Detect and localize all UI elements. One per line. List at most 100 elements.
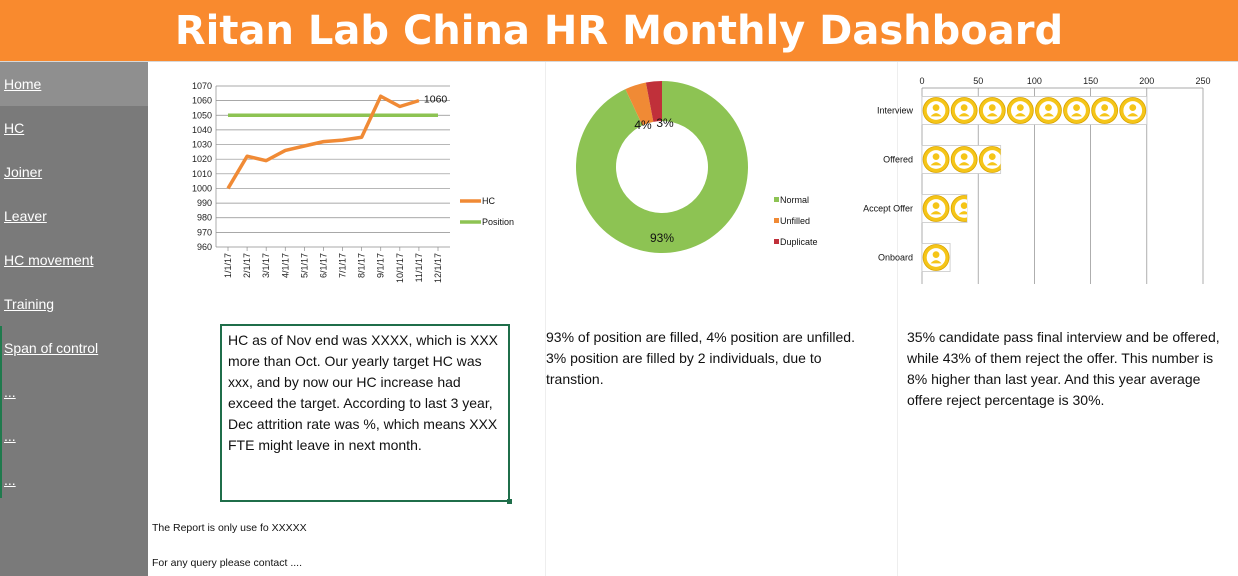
- sidebar-item-label[interactable]: HC: [4, 120, 25, 136]
- person-icon-body: [1127, 113, 1139, 117]
- x-tick-label: 0: [919, 76, 924, 86]
- sidebar-item-label[interactable]: Joiner: [4, 164, 43, 180]
- sidebar-item-joiner[interactable]: Joiner: [0, 150, 148, 194]
- person-icon-head: [1045, 104, 1052, 112]
- x-tick-label: 100: [1027, 76, 1042, 86]
- y-tick-label: 960: [197, 242, 212, 252]
- person-icon-body: [1014, 113, 1026, 117]
- legend-label: Normal: [780, 195, 809, 205]
- sidebar-item-training[interactable]: Training: [0, 282, 148, 326]
- pictogram-row: [922, 244, 950, 271]
- person-icon-head: [988, 104, 996, 112]
- sheet-gridline: [897, 62, 898, 576]
- person-icon-body: [1099, 113, 1111, 117]
- x-tick-label: 7/1/17: [338, 253, 348, 278]
- y-tick-label: Onboard: [878, 253, 913, 263]
- legend-label: Unfilled: [780, 216, 810, 226]
- person-icon-body: [930, 260, 942, 264]
- y-tick-label: 1060: [192, 96, 212, 106]
- bar-offered: [921, 145, 1002, 174]
- bar-accept-offer: [921, 194, 968, 223]
- sidebar-item-hc-movement[interactable]: HC movement: [0, 238, 148, 282]
- donut-slice-normal: [576, 81, 748, 253]
- legend-swatch: [774, 197, 779, 202]
- position-comment: 93% of position are filled, 4% position …: [546, 329, 855, 387]
- person-icon-head: [1129, 104, 1137, 112]
- legend-label: HC: [482, 196, 495, 206]
- person-icon-body: [1042, 113, 1054, 117]
- y-tick-label: 970: [197, 227, 212, 237]
- sidebar-item-label[interactable]: HC movement: [4, 252, 94, 268]
- legend-swatch: [774, 239, 779, 244]
- sidebar-item--[interactable]: ...: [0, 458, 148, 502]
- x-tick-label: 12/1/17: [433, 253, 443, 283]
- x-tick-label: 200: [1139, 76, 1154, 86]
- sidebar-item-span-of-control[interactable]: Span of control: [0, 326, 148, 370]
- x-tick-label: 8/1/17: [357, 253, 367, 278]
- x-tick-label: 6/1/17: [318, 253, 328, 278]
- hc-comment-box[interactable]: HC as of Nov end was XXXX, which is XXX …: [220, 324, 512, 504]
- person-icon-head: [960, 153, 968, 161]
- series-line-hc: [226, 94, 420, 190]
- legend-label: Position: [482, 217, 514, 227]
- pictogram-row: [922, 195, 967, 222]
- sidebar-item-leaver[interactable]: Leaver: [0, 194, 148, 238]
- person-icon-body: [958, 211, 967, 215]
- person-icon-body: [958, 162, 970, 166]
- x-tick-label: 1/1/17: [223, 253, 233, 278]
- person-icon-head: [932, 202, 940, 210]
- person-icon-body: [958, 113, 970, 117]
- y-tick-label: 1040: [192, 125, 212, 135]
- x-tick-label: 3/1/17: [261, 253, 271, 278]
- donut-slice-unfilled: [625, 82, 654, 126]
- person-icon-body: [986, 162, 998, 166]
- bar-interview: [921, 96, 1148, 125]
- resize-handle[interactable]: [507, 499, 512, 504]
- legend-swatch: [774, 218, 779, 223]
- sidebar-item--[interactable]: ...: [0, 370, 148, 414]
- sidebar-item-label[interactable]: ...: [4, 428, 16, 444]
- y-tick-label: Accept Offer: [863, 204, 913, 214]
- y-tick-label: 1010: [192, 169, 212, 179]
- person-icon-body: [930, 162, 942, 166]
- slice-label: 3%: [656, 116, 674, 130]
- x-tick-label: 150: [1083, 76, 1098, 86]
- person-icon-head: [932, 104, 940, 112]
- y-tick-label: 1070: [192, 81, 212, 91]
- sidebar-item-hc[interactable]: HC: [0, 106, 148, 150]
- donut-slice-duplicate: [645, 81, 662, 122]
- person-icon-head: [1073, 104, 1080, 112]
- person-icon-head: [988, 153, 996, 161]
- y-tick-label: 1000: [192, 183, 212, 193]
- sidebar-item-label[interactable]: ...: [4, 472, 16, 488]
- sidebar-accent-line: [0, 326, 2, 498]
- hc-comment-text: HC as of Nov end was XXXX, which is XXX …: [228, 332, 498, 453]
- page-title: Ritan Lab China HR Monthly Dashboard: [174, 7, 1064, 54]
- person-icon-head: [932, 251, 940, 259]
- data-label: 1060: [424, 94, 448, 106]
- sidebar-item-label[interactable]: ...: [4, 384, 16, 400]
- x-tick-label: 11/1/17: [414, 253, 424, 282]
- person-icon-head: [932, 153, 940, 161]
- y-tick-label: 980: [197, 213, 212, 223]
- person-icon-body: [930, 211, 942, 215]
- person-icon-body: [1071, 113, 1083, 117]
- recruitment-comment: 35% candidate pass final interview and b…: [907, 329, 1220, 408]
- x-tick-label: 10/1/17: [395, 253, 405, 283]
- footer-contact-note: For any query please contact ....: [152, 557, 302, 569]
- y-tick-label: 1050: [192, 110, 212, 120]
- sidebar-item--[interactable]: ...: [0, 414, 148, 458]
- pictogram-row: [922, 146, 1001, 173]
- person-icon-head: [960, 202, 967, 210]
- sidebar-item-label[interactable]: Leaver: [4, 208, 47, 224]
- position-donut-chart: 93% 4% 3% Normal Unfilled Duplicate: [576, 81, 818, 253]
- sidebar-item-label[interactable]: Span of control: [4, 340, 99, 356]
- sidebar-item-label[interactable]: Home: [4, 76, 42, 92]
- x-tick-label: 50: [973, 76, 983, 86]
- hc-line-chart: 960 970 980 990 1000 1010 1020 1030 1040 1050 1060…: [192, 81, 514, 283]
- sidebar-item-home[interactable]: Home: [0, 62, 148, 106]
- y-tick-label: 990: [197, 198, 212, 208]
- sidebar-item-label[interactable]: Training: [4, 296, 55, 312]
- title-banner: Ritan Lab China HR Monthly Dashboard: [0, 0, 1238, 61]
- sidebar: Home HC Joiner Leaver HC movement Training Sp…: [0, 62, 148, 576]
